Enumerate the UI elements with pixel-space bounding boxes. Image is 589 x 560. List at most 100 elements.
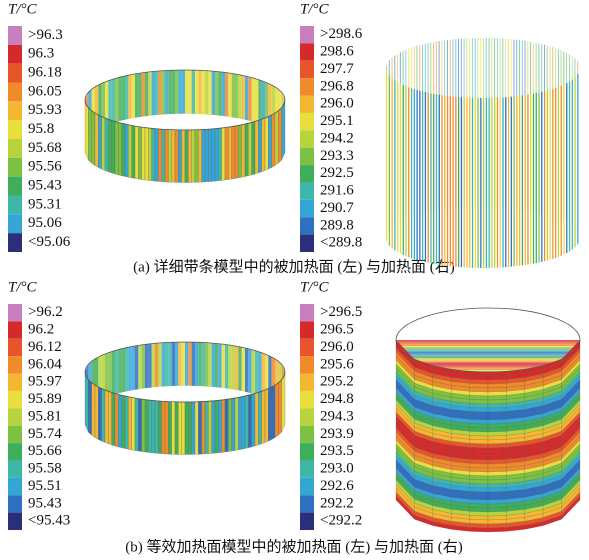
band-cell — [470, 459, 488, 464]
legend-label: 95.43 — [28, 495, 62, 511]
wall-strip — [188, 402, 191, 455]
inner-wall-strip — [165, 342, 168, 386]
legend-label: 95.97 — [28, 374, 62, 390]
wall-strip — [248, 394, 251, 447]
bar-strip — [511, 97, 512, 267]
inner-band — [396, 342, 580, 343]
band-cell — [470, 391, 488, 396]
color-swatch — [8, 356, 22, 373]
bar-strip — [405, 86, 406, 257]
inner-wall-strip — [235, 346, 238, 390]
color-swatch — [8, 83, 22, 102]
wall-strip — [115, 393, 118, 446]
caption: (a) 详细带条模型中的被加热面 (左) 与加热面 (右) — [133, 258, 455, 275]
band-cell — [488, 383, 506, 388]
wall-strip — [98, 115, 101, 169]
legend-label: 296.0 — [320, 96, 354, 112]
wall-strip — [218, 400, 221, 453]
bar-strip — [455, 97, 456, 267]
bar-strip — [469, 98, 470, 268]
inner-wall-strip — [145, 344, 148, 388]
wall-strip — [108, 391, 111, 445]
bar-strip — [408, 87, 409, 257]
band-cell — [488, 415, 506, 420]
bar-strip — [522, 95, 523, 265]
inner-band — [396, 350, 580, 351]
wall-strip — [185, 130, 188, 183]
band-cell — [470, 379, 488, 384]
legend-label: >298.6 — [320, 26, 363, 42]
wall-strip — [252, 393, 255, 446]
bar-strip — [425, 92, 426, 262]
color-swatch — [300, 374, 314, 391]
inner-wall-strip — [168, 342, 171, 386]
wall-strip — [262, 390, 265, 444]
inner-wall-strip — [142, 73, 145, 117]
legend-label: 293.3 — [320, 148, 354, 164]
inner-wall-strip — [148, 344, 151, 388]
wall-strip — [115, 121, 118, 174]
wall-strip — [282, 100, 285, 160]
wall-strip — [258, 119, 261, 173]
inner-wall-strip — [192, 342, 195, 386]
bar-strip — [419, 91, 420, 261]
color-swatch — [300, 235, 314, 252]
wall-strip — [162, 129, 165, 182]
inner-wall-strip — [168, 70, 171, 114]
inner-wall-strip — [175, 342, 178, 386]
band-cell — [488, 447, 506, 452]
legend-label: 95.74 — [28, 426, 62, 442]
legend-label: 96.04 — [28, 356, 62, 372]
bar-strip — [533, 93, 534, 263]
band-cell — [470, 511, 488, 516]
bar-strip — [453, 96, 454, 266]
bar-strip — [558, 87, 559, 257]
color-swatch — [300, 304, 314, 321]
wall-strip — [178, 130, 181, 183]
bar-strip — [547, 90, 548, 260]
inner-wall-strip — [172, 342, 175, 386]
wall-strip — [145, 399, 148, 452]
band-cell — [488, 451, 506, 456]
color-swatch — [8, 233, 22, 252]
wall-strip — [135, 398, 138, 451]
unit-label: T/°C — [8, 279, 38, 295]
band-cell — [488, 519, 506, 524]
inner-wall-strip — [108, 352, 111, 397]
legend-label: 297.7 — [320, 61, 354, 77]
inner-wall-strip — [232, 73, 235, 117]
band-cell — [470, 447, 488, 452]
wall-strip — [92, 111, 95, 166]
panel: T/°C>298.6298.6297.7296.8296.0295.1294.2… — [300, 1, 578, 268]
inner-band — [396, 354, 580, 355]
inner-wall-strip — [255, 79, 258, 124]
legend-label: 96.18 — [28, 65, 62, 81]
band-cell — [488, 491, 506, 496]
bar-strip — [561, 85, 562, 256]
inner-wall-strip — [192, 70, 195, 114]
band-cell — [488, 523, 506, 528]
wall-strip — [268, 115, 271, 169]
bar-strip — [555, 88, 556, 258]
inner-wall-strip — [155, 343, 158, 387]
band-cell — [488, 507, 506, 512]
legend-label: 95.68 — [28, 140, 62, 156]
wall-strip — [275, 111, 278, 166]
band-cell — [470, 383, 488, 388]
bar-strip — [430, 93, 431, 263]
inner-band — [396, 341, 580, 342]
wall-strip — [178, 402, 181, 455]
legend-label: 95.56 — [28, 159, 62, 175]
inner-wall-strip — [222, 72, 225, 116]
band-cell — [488, 479, 506, 484]
band-cell — [488, 527, 506, 532]
inner-wall-strip — [135, 345, 138, 389]
legend-label: 295.2 — [320, 374, 354, 390]
legend-label: 294.2 — [320, 130, 354, 146]
band-cell — [488, 463, 506, 468]
inner-wall-strip — [125, 75, 128, 119]
bar-strip — [461, 97, 462, 267]
wall-strip — [258, 391, 261, 445]
band-cell — [470, 487, 488, 492]
wall-strip — [118, 394, 121, 447]
